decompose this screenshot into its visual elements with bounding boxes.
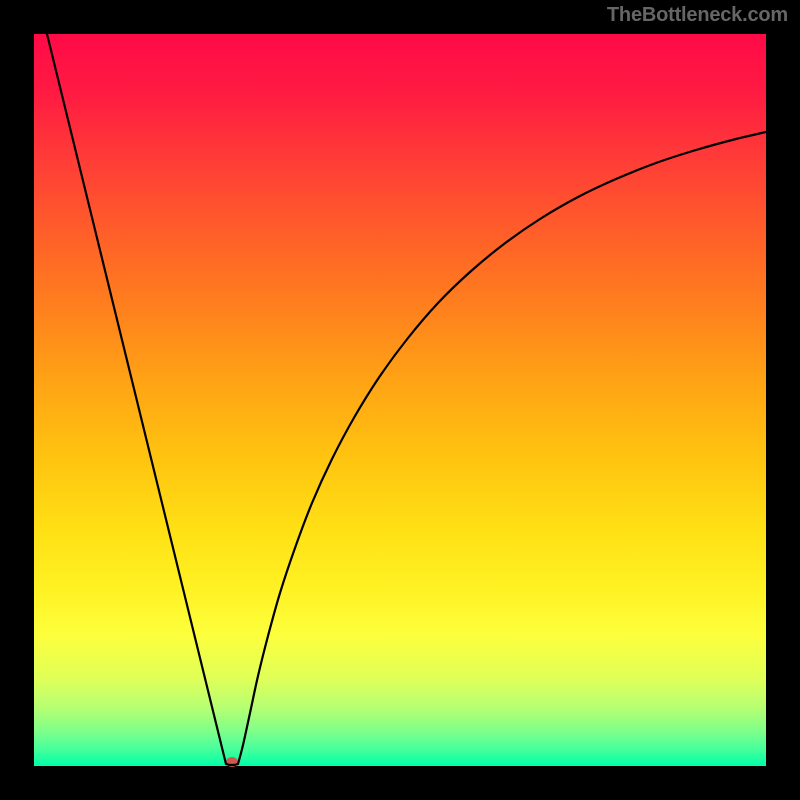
chart-container: TheBottleneck.com (0, 0, 800, 800)
curve-bottom-join (226, 764, 238, 765)
watermark-text: TheBottleneck.com (607, 4, 788, 27)
chart-plot-area (34, 34, 766, 766)
bottleneck-chart (0, 0, 800, 800)
